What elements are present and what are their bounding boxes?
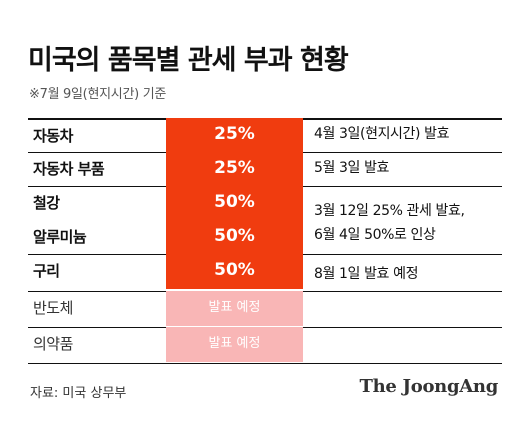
table-bottom-border — [28, 363, 502, 364]
chart-title: 미국의 품목별 관세 부과 현황 — [28, 45, 349, 76]
table-row: 의약품 발표 예정 — [28, 327, 502, 362]
table-row: 반도체 발표 예정 — [28, 291, 502, 326]
chart-subtitle: ※7월 9일(현지시간) 기준 — [29, 87, 167, 102]
item-label: 철강 — [33, 194, 60, 212]
rate-cell: 25% — [166, 118, 303, 153]
rate-cell: 50% — [166, 186, 303, 221]
item-label: 반도체 — [33, 299, 73, 317]
note-text: 5월 3일 발효 — [314, 160, 390, 176]
table-row: 자동차 부품 25% — [28, 152, 502, 187]
note-text: 4월 3일(현지시간) 발효 — [314, 126, 450, 142]
rate-cell: 25% — [166, 152, 303, 187]
tariff-table: 자동차 25% 자동차 부품 25% 철강 50% 알루미늄 50% 구리 50… — [28, 118, 502, 364]
rate-cell: 50% — [166, 220, 303, 255]
table-row: 구리 50% — [28, 254, 502, 289]
table-row: 자동차 25% — [28, 118, 502, 153]
note-text: 8월 1일 발효 예정 — [314, 266, 419, 282]
rate-cell: 발표 예정 — [166, 327, 303, 362]
table-row: 알루미늄 50% — [28, 220, 502, 255]
item-label: 구리 — [33, 262, 60, 280]
note-text: 3월 12일 25% 관세 발효, — [314, 203, 465, 219]
item-label: 알루미늄 — [33, 228, 87, 246]
rate-cell: 발표 예정 — [166, 291, 303, 326]
table-row: 철강 50% — [28, 186, 502, 221]
publisher-logo: The JoongAng — [359, 376, 499, 397]
note-text: 6월 4일 50%로 인상 — [314, 227, 436, 243]
item-label: 자동차 — [33, 127, 73, 145]
rate-cell: 50% — [166, 254, 303, 289]
source-note: 자료: 미국 상무부 — [30, 386, 127, 401]
item-label: 의약품 — [33, 335, 73, 353]
item-label: 자동차 부품 — [33, 160, 105, 178]
